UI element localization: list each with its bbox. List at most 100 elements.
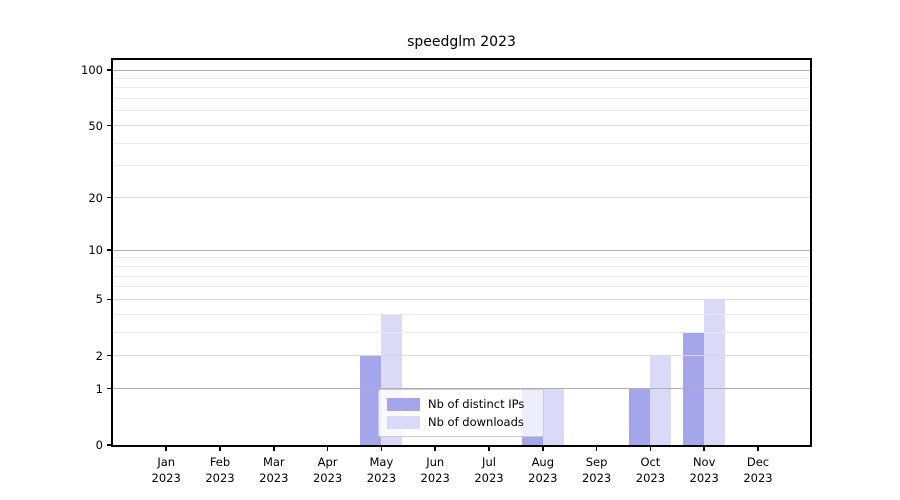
x-tick-label-sep: Sep 2023 [567,454,627,486]
y-tick-20 [107,196,111,199]
x-tick-aug [542,447,544,451]
gridline-1 [113,388,810,390]
bar-distinct-ips-may [360,355,382,445]
month-label: Jan [157,455,176,469]
y-axis [111,58,113,447]
year-label: 2023 [635,471,666,485]
legend-swatch-downloads [387,415,420,429]
x-tick-label-dec: Dec 2023 [728,454,788,486]
gridline-5 [113,298,810,300]
year-label: 2023 [151,471,181,485]
month-label: Jul [482,455,496,469]
chart-title: speedglm 2023 [407,34,516,50]
legend: Nb of distinct IPs Nb of downloads [378,389,544,437]
y-tick-label-20: 20 [88,190,103,205]
gridline-80 [113,87,810,89]
month-label: Aug [531,455,555,469]
legend-item-distinct-ips: Nb of distinct IPs [387,397,535,411]
y-tick-50 [107,124,111,127]
y-tick-10 [107,249,111,251]
gridline-9 [113,257,810,259]
plot-area: Nb of distinct IPs Nb of downloads 0 1 2 5 1… [81,58,812,485]
x-tick-apr [326,447,329,451]
legend-label-distinct-ips: Nb of distinct IPs [428,397,525,411]
x-tick-label-jun: Jun 2023 [405,454,465,486]
month-label: Sep [585,455,608,469]
year-label: 2023 [366,471,397,485]
gridline-8 [113,265,810,267]
x-tick-sep [595,447,598,451]
y-tick-label-0: 0 [95,438,103,452]
y-tick-label-5: 5 [95,292,103,307]
month-label: Jun [426,455,445,469]
month-label: Mar [262,455,285,469]
gridline-7 [113,275,810,277]
x-tick-label-apr: Apr 2023 [298,454,358,486]
y-tick-5 [107,298,111,301]
month-label: Dec [746,455,770,469]
spine-bottom [111,445,812,447]
gridline-70 [113,98,810,100]
y-tick-label-2: 2 [95,348,103,363]
y-tick-0 [107,444,111,446]
year-label: 2023 [581,471,612,485]
legend-label-downloads: Nb of downloads [428,415,524,429]
x-tick-oct [649,447,652,451]
y-tick-2 [107,354,111,357]
year-label: 2023 [205,471,235,485]
month-label: May [369,455,394,469]
y-tick-label-50: 50 [88,118,103,133]
x-tick-feb [219,447,221,451]
month-label: Feb [209,455,231,469]
gridline-40 [113,142,810,144]
x-tick-label-may: May 2023 [351,454,411,486]
year-label: 2023 [312,471,343,485]
spine-right [810,58,812,447]
bar-downloads-nov [704,299,726,445]
gridline-20 [113,197,810,199]
gridline-4 [113,313,810,315]
y-tick-label-1: 1 [95,381,103,396]
year-label: 2023 [259,471,289,485]
x-tick-label-nov: Nov 2023 [674,454,734,486]
bar-downloads-oct [650,355,672,445]
bar-downloads-aug [542,388,564,445]
y-tick-100 [107,69,111,71]
gridline-10 [113,249,810,251]
year-label: 2023 [420,471,450,485]
x-tick-label-jul: Jul 2023 [459,454,519,486]
x-tick-label-oct: Oct 2023 [620,454,680,486]
gridline-90 [113,77,810,79]
x-tick-may [380,447,383,451]
x-tick-label-jan: Jan 2023 [136,454,196,486]
spine-top [111,58,812,60]
year-label: 2023 [743,471,773,485]
gridline-50 [113,125,810,127]
gridline-3 [113,331,810,333]
x-tick-jan [165,447,167,451]
legend-swatch-distinct-ips [387,397,420,411]
x-tick-mar [273,447,275,451]
x-tick-label-mar: Mar 2023 [244,454,304,486]
gridline-2 [113,355,810,357]
gridline-100 [113,69,810,71]
x-tick-dec [757,447,759,451]
month-label: Nov [692,455,716,469]
x-tick-label-feb: Feb 2023 [190,454,250,486]
x-tick-jul [488,447,490,451]
legend-item-downloads: Nb of downloads [387,415,535,429]
x-tick-label-aug: Aug 2023 [513,454,573,486]
month-label: Oct [640,455,661,469]
y-tick-label-100: 100 [81,63,103,77]
gridline-30 [113,165,810,167]
x-tick-jun [434,447,436,451]
y-tick-label-10: 10 [88,243,103,258]
year-label: 2023 [474,471,504,485]
gridline-6 [113,286,810,288]
gridline-60 [113,110,810,112]
x-tick-nov [703,447,705,451]
year-label: 2023 [689,471,719,485]
year-label: 2023 [528,471,558,485]
y-tick-1 [107,387,111,390]
